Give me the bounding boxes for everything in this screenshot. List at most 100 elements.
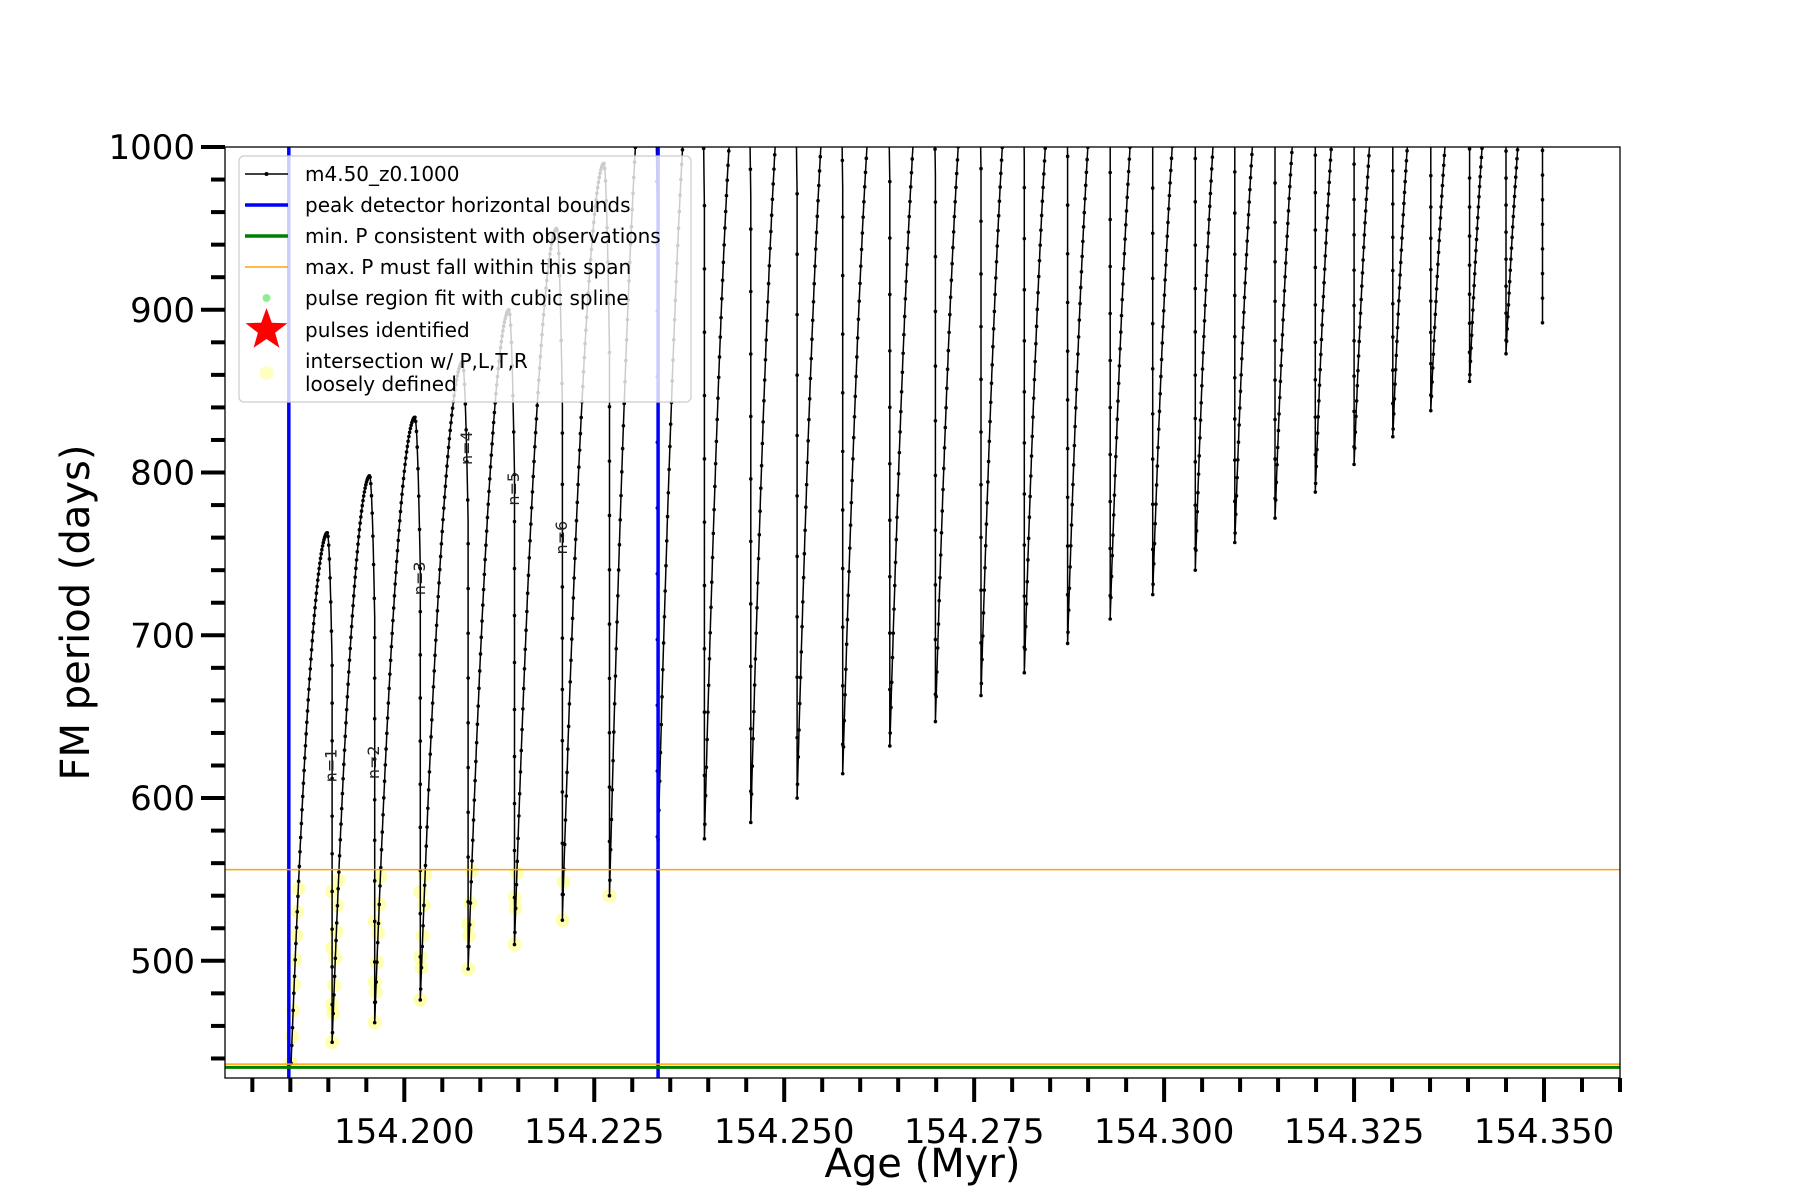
- data-point: [608, 405, 612, 409]
- data-point: [1247, 213, 1251, 217]
- data-point: [467, 945, 471, 949]
- data-point: [725, 178, 729, 182]
- data-point: [1256, 65, 1260, 69]
- data-point: [982, 588, 986, 592]
- data-point: [1109, 596, 1113, 600]
- data-point: [358, 521, 362, 525]
- data-point: [443, 495, 447, 499]
- data-point: [1491, 25, 1495, 29]
- data-point: [962, 66, 966, 70]
- data-point: [409, 427, 413, 431]
- data-point: [1489, 36, 1493, 40]
- data-point: [980, 682, 984, 686]
- data-point: [1218, 42, 1222, 46]
- data-point: [754, 631, 758, 635]
- data-point: [1275, 480, 1279, 484]
- data-point: [1288, 185, 1292, 189]
- data-point: [1541, 99, 1545, 103]
- data-point: [472, 818, 476, 822]
- data-point: [418, 653, 422, 657]
- data-point: [1391, 302, 1395, 306]
- data-point: [863, 185, 867, 189]
- data-point: [338, 854, 342, 858]
- data-point: [1160, 358, 1164, 362]
- data-point: [1151, 322, 1155, 326]
- data-point: [1024, 625, 1028, 629]
- legend-label: intersection w/ P,L,T,R: [305, 349, 528, 373]
- data-point: [839, 69, 843, 73]
- data-point: [765, 319, 769, 323]
- data-point: [341, 777, 345, 781]
- data-point: [319, 552, 323, 556]
- data-point: [734, 44, 738, 48]
- y-axis-label: FM period (days): [53, 445, 99, 781]
- data-point: [1164, 263, 1168, 267]
- data-point: [1097, 6, 1101, 10]
- data-point: [1439, 216, 1443, 220]
- data-point: [912, 131, 916, 135]
- data-point: [801, 600, 805, 604]
- data-point: [1176, 64, 1180, 68]
- legend-label: max. P must fall within this span: [305, 255, 631, 279]
- data-point: [561, 483, 565, 487]
- data-point: [480, 619, 484, 623]
- data-point: [418, 739, 422, 743]
- data-point: [1292, 119, 1296, 123]
- data-point: [969, 1, 973, 5]
- data-point: [1490, 30, 1494, 34]
- data-point: [1391, 102, 1395, 106]
- data-point: [1037, 275, 1041, 279]
- data-point: [735, 36, 739, 40]
- data-point: [1410, 86, 1414, 90]
- data-point: [393, 594, 397, 598]
- data-point: [422, 904, 426, 908]
- data-point: [397, 529, 401, 533]
- data-point: [1178, 48, 1182, 52]
- data-point: [326, 535, 330, 539]
- data-point: [300, 822, 304, 826]
- data-point: [1541, 198, 1545, 202]
- data-point: [1287, 209, 1291, 213]
- data-point: [1314, 490, 1318, 494]
- data-point: [975, 0, 979, 3]
- data-point: [997, 214, 1001, 218]
- data-point: [1432, 339, 1436, 343]
- data-point: [1097, 11, 1101, 15]
- data-point: [1396, 326, 1400, 330]
- data-point: [714, 462, 718, 466]
- data-point: [1405, 149, 1409, 153]
- data-point: [738, 7, 742, 11]
- data-point: [995, 244, 999, 248]
- data-point: [1108, 500, 1112, 504]
- data-point: [1504, 95, 1508, 99]
- data-point: [479, 635, 483, 639]
- data-point: [1426, 0, 1430, 2]
- data-point: [770, 213, 774, 217]
- data-point: [1372, 80, 1376, 84]
- data-point: [1028, 515, 1032, 519]
- data-point: [451, 406, 455, 410]
- data-point: [775, 113, 779, 117]
- data-point: [336, 887, 340, 891]
- data-point: [1257, 50, 1261, 54]
- data-point: [638, 80, 642, 84]
- data-point: [406, 439, 410, 443]
- data-point: [711, 556, 715, 560]
- data-point: [418, 696, 422, 700]
- data-point: [1041, 186, 1045, 190]
- data-point: [862, 200, 866, 204]
- data-point: [1468, 234, 1472, 238]
- data-point: [1013, 0, 1017, 2]
- data-point: [1087, 134, 1091, 138]
- data-point: [1541, 149, 1545, 153]
- data-point: [641, 39, 645, 43]
- data-point: [579, 416, 583, 420]
- data-point: [979, 167, 983, 171]
- data-point: [1113, 474, 1117, 478]
- data-point: [785, 0, 789, 2]
- data-point: [1182, 4, 1186, 8]
- data-point: [977, 45, 981, 49]
- data-point: [570, 637, 574, 641]
- data-point: [1005, 78, 1009, 82]
- pulse-number-label: n=5: [504, 472, 523, 506]
